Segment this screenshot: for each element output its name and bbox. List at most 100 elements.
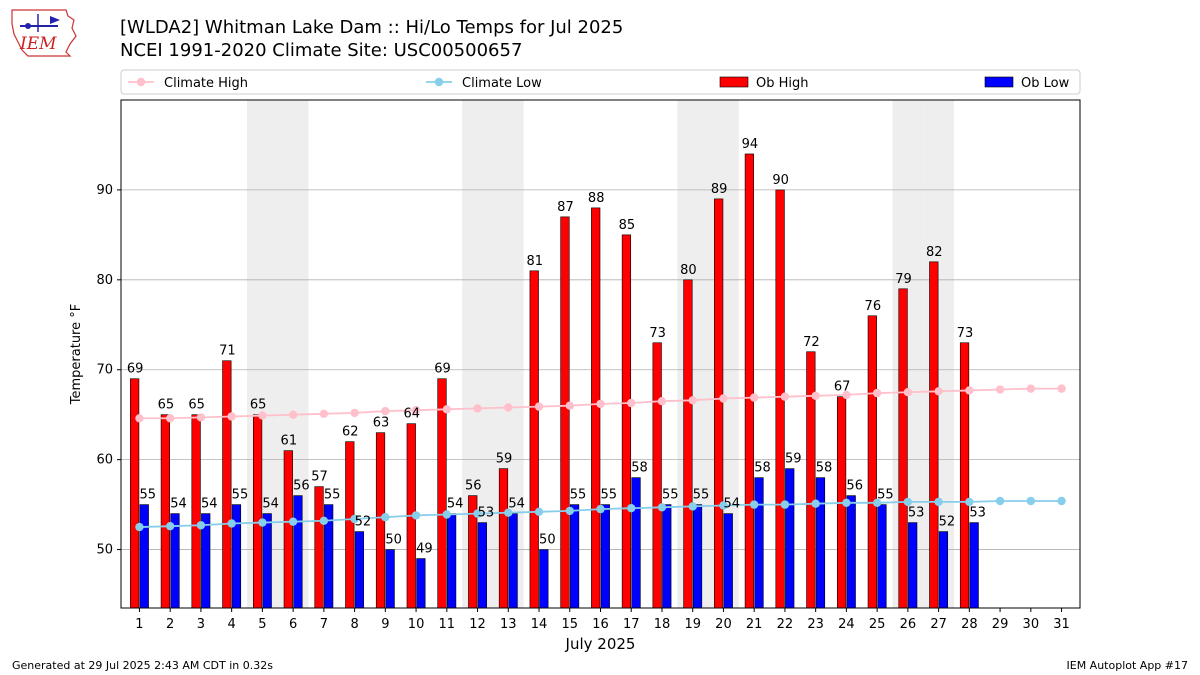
ob-high-label: 94 — [742, 137, 759, 152]
climate-high-point — [842, 390, 851, 400]
ob-low-label: 55 — [570, 488, 587, 503]
climate-low-point — [411, 511, 421, 520]
climate-low-point — [473, 509, 482, 518]
ob-low-bar — [600, 504, 610, 609]
x-tick-label: 22 — [777, 617, 794, 632]
ob-low-bar — [908, 522, 918, 609]
climate-high-point — [442, 405, 452, 414]
climate-high-point — [688, 396, 697, 405]
legend-label: Ob High — [756, 76, 809, 91]
climate-low-point — [227, 519, 236, 528]
climate-high-point — [995, 385, 1005, 394]
x-tick-label: 9 — [381, 617, 389, 632]
ob-low-label: 53 — [969, 506, 986, 521]
ob-high-label: 69 — [434, 362, 451, 377]
legend-label: Climate High — [164, 76, 248, 91]
ob-high-label: 87 — [557, 200, 574, 215]
ob-low-label: 58 — [754, 461, 771, 476]
ob-low-label: 54 — [508, 497, 525, 512]
climate-high-point — [227, 412, 236, 421]
ob-low-bar — [508, 513, 518, 609]
weekend-band — [892, 100, 924, 608]
x-tick-label: 25 — [869, 617, 886, 632]
ob-low-bar — [938, 531, 949, 609]
ob-high-label: 63 — [373, 416, 390, 431]
climate-low-point — [934, 497, 943, 507]
ob-high-bar — [652, 342, 662, 609]
ob-high-bar — [867, 315, 877, 609]
ob-low-label: 53 — [908, 506, 925, 521]
x-tick-label: 12 — [469, 617, 486, 632]
ob-high-label: 71 — [219, 344, 236, 359]
climate-low-point — [442, 510, 452, 519]
ob-high-bar — [744, 153, 754, 609]
weekend-band — [277, 100, 309, 608]
ob-high-bar — [959, 342, 970, 609]
climate-low-point — [350, 514, 359, 524]
ob-low-label: 50 — [539, 533, 556, 548]
ob-high-bar — [591, 207, 601, 609]
ob-low-bar — [877, 504, 887, 609]
ob-low-bar — [385, 549, 395, 609]
climate-high-point — [1057, 384, 1066, 393]
legend-box — [120, 69, 1081, 95]
climate-high-point — [165, 414, 175, 423]
ob-high-label: 76 — [865, 299, 882, 314]
y-tick-label: 70 — [96, 363, 113, 378]
ob-high-label: 79 — [895, 272, 912, 287]
ob-low-bar — [354, 531, 365, 609]
x-tick-label: 18 — [654, 617, 671, 632]
climate-low-point — [319, 516, 329, 525]
climate-low-point — [196, 521, 206, 530]
climate-high-point — [504, 403, 513, 412]
ob-high-label: 85 — [619, 218, 636, 233]
ob-high-label: 65 — [250, 398, 267, 413]
ob-high-bar — [560, 216, 570, 609]
ob-low-label: 55 — [693, 488, 710, 503]
ob-high-bar — [314, 486, 324, 609]
chart-title: [WLDA2] Whitman Lake Dam :: Hi/Lo Temps … — [120, 17, 624, 38]
x-tick-label: 5 — [258, 617, 266, 632]
climate-low-point — [811, 499, 820, 508]
climate-low-point — [627, 503, 636, 513]
x-tick-label: 2 — [166, 617, 174, 632]
climate-low-point — [1026, 496, 1036, 506]
ob-low-bar — [293, 495, 303, 609]
climate-low-point — [565, 506, 574, 516]
x-tick-label: 21 — [746, 617, 763, 632]
ob-low-bar — [631, 477, 641, 609]
ob-low-bar — [662, 504, 672, 609]
ob-high-label: 81 — [526, 254, 543, 269]
climate-high-point — [596, 399, 605, 409]
ob-high-label: 61 — [281, 434, 298, 449]
ob-low-label: 52 — [355, 515, 372, 530]
weekend-band — [247, 100, 278, 608]
ob-high-bar — [683, 279, 693, 609]
y-tick-label: 90 — [96, 183, 113, 198]
x-tick-label: 1 — [135, 617, 143, 632]
ob-low-bar — [723, 513, 733, 609]
x-tick-label: 31 — [1053, 617, 1070, 632]
ob-high-label: 73 — [957, 326, 974, 341]
ob-low-label: 54 — [723, 497, 740, 512]
x-tick-label: 7 — [320, 617, 328, 632]
ob-high-bar — [345, 441, 355, 609]
ob-low-bar — [262, 513, 272, 609]
climate-high-point — [473, 404, 482, 413]
climate-high-point — [965, 386, 974, 395]
ob-low-bar — [692, 504, 703, 609]
climate-low-point — [903, 497, 913, 507]
ob-high-label: 69 — [127, 362, 144, 377]
climate-low-point — [657, 503, 667, 512]
ob-low-label: 56 — [293, 479, 310, 494]
ob-low-bar — [416, 558, 426, 609]
climate-high-point — [719, 394, 728, 403]
climate-low-point — [688, 502, 697, 511]
ob-low-label: 56 — [846, 479, 863, 494]
y-axis-label: Temperature °F — [69, 304, 84, 405]
x-tick-label: 20 — [715, 617, 732, 632]
ob-high-bar — [898, 288, 908, 609]
ob-high-label: 82 — [926, 245, 943, 260]
ob-high-bar — [806, 351, 816, 609]
climate-low-point — [596, 504, 605, 514]
